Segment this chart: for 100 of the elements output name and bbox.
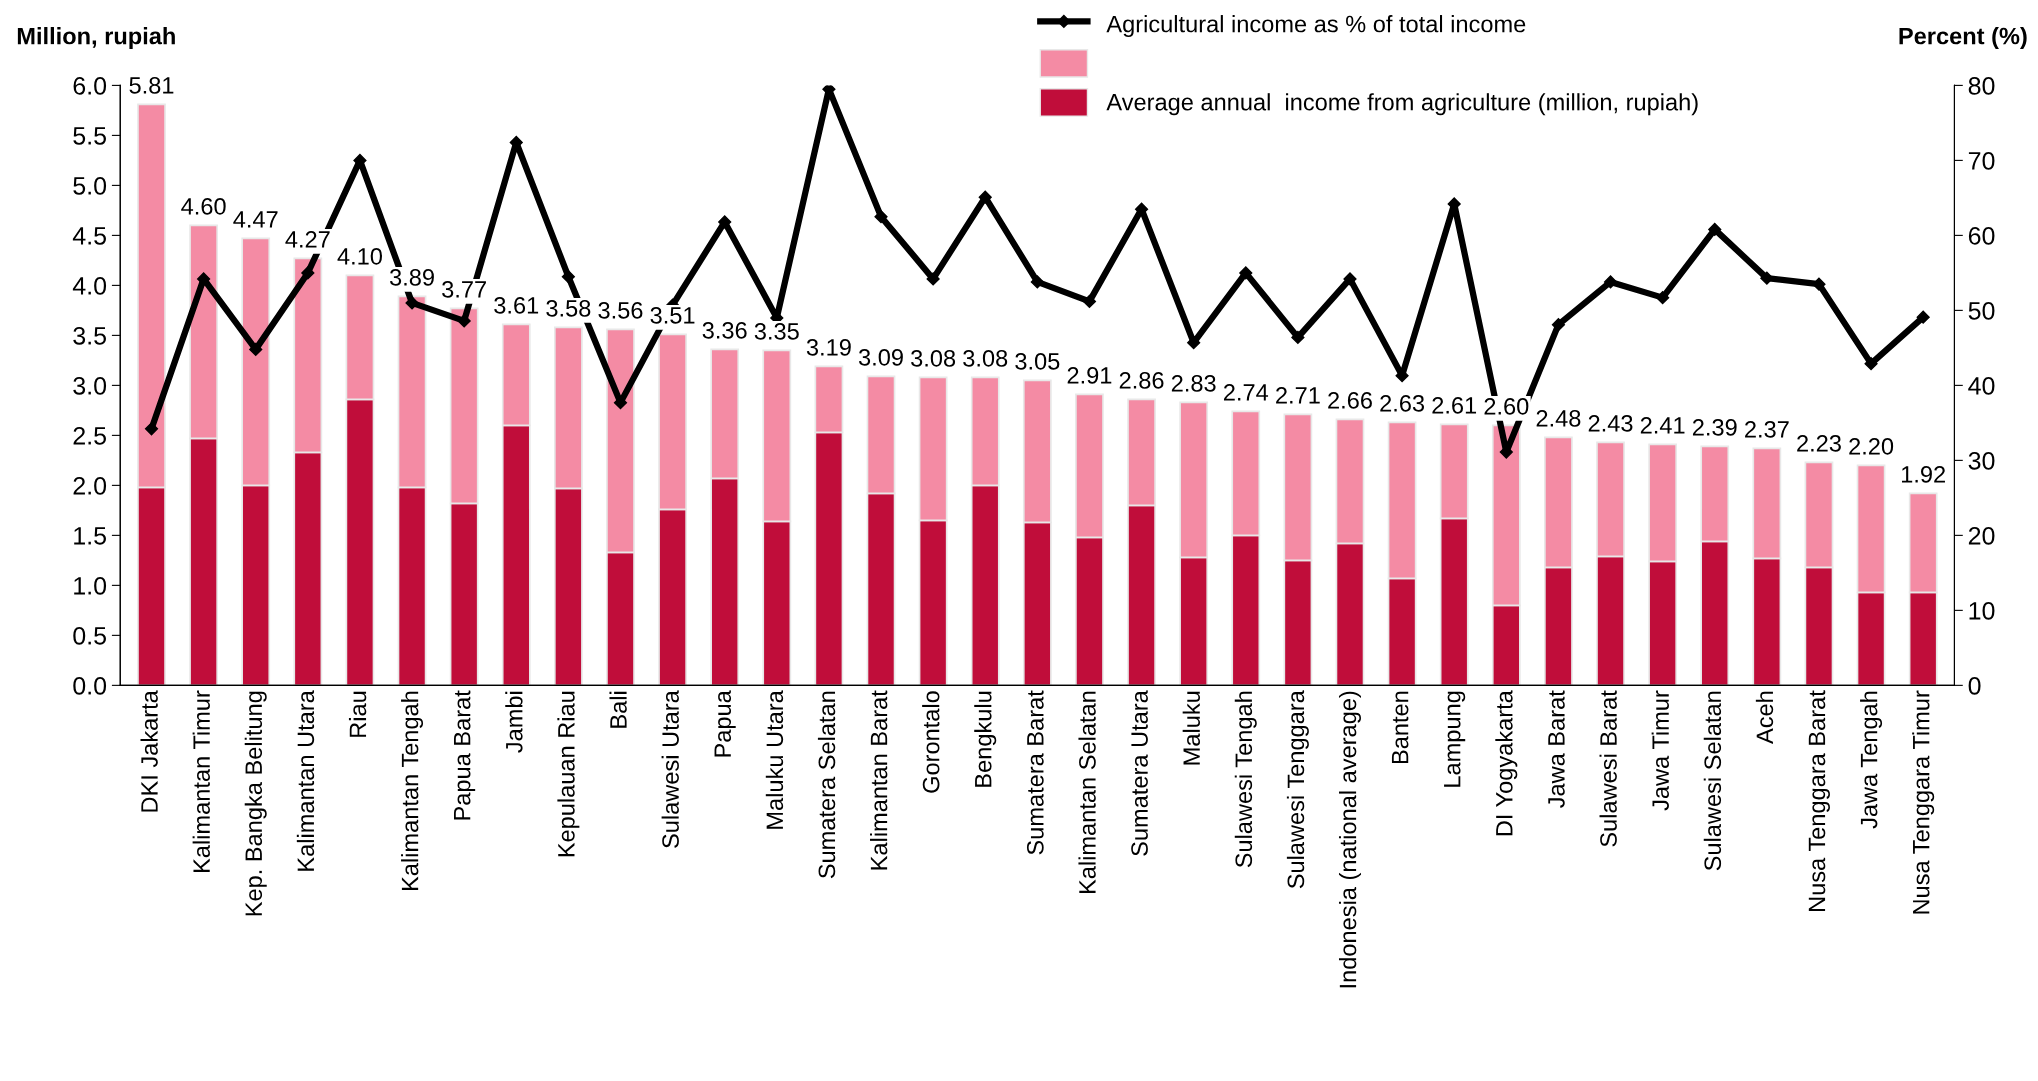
total-label: 3.51	[650, 306, 695, 324]
total-label: 2.43	[1588, 414, 1633, 432]
x-tick-label: Jawa Barat	[1548, 690, 1565, 808]
x-tick-label: Sulawesi Tenggara	[1286, 690, 1309, 889]
x-tick-label: Jambi	[505, 691, 523, 753]
total-label: 3.09	[858, 348, 903, 366]
x-tick-label: Maluku	[1182, 691, 1200, 765]
total-label: 4.60	[181, 198, 226, 215]
y-tick-label: 4.5	[72, 227, 106, 245]
total-label: 2.83	[1171, 374, 1216, 392]
x-tick-label: Sulawesi Barat	[1599, 690, 1617, 847]
legend-label: Average annual income from agriculture (million, rupiah)	[1106, 93, 1698, 116]
x-tick-label: Bengkulu	[974, 691, 997, 787]
y-tick-label: 6.0	[73, 77, 107, 95]
total-label: 2.63	[1380, 394, 1425, 412]
point	[1082, 294, 1097, 308]
point	[1760, 271, 1774, 285]
total-label: 3.61	[494, 297, 539, 314]
total-label: 2.61	[1432, 396, 1477, 414]
x-tick-label: Sumatera Barat	[1026, 690, 1044, 855]
point	[1551, 318, 1566, 332]
total-label: 3.19	[806, 338, 851, 356]
total-label: 3.05	[1015, 352, 1060, 370]
point	[926, 272, 940, 286]
x-tick-label: Kepulauan Riau	[557, 691, 580, 857]
y-tick-label: 2.0	[73, 476, 107, 495]
total-label: 2.41	[1640, 416, 1685, 434]
y-tick-label: 3.0	[73, 376, 107, 395]
total-label: 3.35	[754, 322, 799, 340]
x-tick-label: Papua	[714, 690, 736, 757]
x-tick-label: Kalimantan Barat	[870, 690, 888, 870]
y-tick-label: 2.5	[73, 426, 106, 445]
y2-tick-label: 80	[1968, 77, 1995, 95]
point	[978, 190, 992, 204]
total-label: 2.23	[1797, 434, 1841, 452]
total-label: 3.08	[963, 349, 1008, 367]
x-tick-label: Indonesia (national average)	[1338, 691, 1361, 988]
y2-tick-label: 10	[1969, 601, 1995, 620]
point	[144, 422, 159, 436]
point	[1864, 357, 1878, 371]
y2-tick-label: 20	[1968, 526, 1995, 545]
total-label: 4.47	[233, 211, 278, 228]
point	[249, 342, 263, 356]
total-label: 3.58	[546, 299, 591, 317]
y-tick-label: 0.0	[73, 676, 107, 695]
x-tick-label: Sulawesi Selatan	[1703, 691, 1722, 871]
total-label: 2.66	[1328, 391, 1372, 409]
total-label: 3.08	[911, 349, 956, 367]
point	[1708, 222, 1722, 236]
x-tick-label: Kalimantan Utara	[296, 690, 315, 871]
x-tick-label: Sulawesi Utara	[661, 690, 679, 848]
total-label: 1.92	[1902, 465, 1945, 483]
x-tick-label: Maluku Utara	[765, 690, 784, 829]
total-label: 4.27	[285, 231, 330, 248]
point	[561, 270, 575, 284]
y-tick-label: 1.5	[74, 527, 106, 545]
point	[1812, 277, 1826, 291]
total-label: 3.89	[389, 269, 434, 286]
total-label: 2.60	[1484, 397, 1529, 415]
x-tick-label: Nusa Tenggara Barat	[1808, 690, 1830, 911]
point	[301, 266, 315, 280]
point	[1030, 275, 1044, 289]
point	[1656, 291, 1670, 305]
y2-tick-label: 40	[1968, 376, 1995, 395]
point	[874, 210, 888, 224]
total-label: 2.86	[1119, 371, 1164, 389]
y2-tick-label: 30	[1968, 451, 1995, 470]
total-label: 5.81	[129, 77, 174, 94]
total-label: 4.10	[337, 248, 382, 265]
x-tick-label: Nusa Tenggara Timur	[1912, 690, 1935, 914]
x-tick-label: Papua Barat	[454, 690, 476, 820]
total-label: 3.56	[598, 301, 643, 319]
x-tick-label: Jawa Timur	[1651, 690, 1669, 811]
point	[1343, 272, 1357, 286]
x-tick-label: Sumatera Selatan	[817, 691, 836, 879]
x-tick-label: Jawa Tengah	[1860, 691, 1883, 829]
total-label: 3.77	[442, 281, 486, 298]
y2-axis-title: Percent (%)	[1899, 27, 2027, 50]
y-tick-label: 0.5	[73, 626, 106, 645]
x-tick-label: Bali	[609, 691, 627, 728]
x-tick-label: DI Yogyakarta	[1495, 690, 1518, 836]
y-tick-label: 1.0	[74, 576, 107, 595]
total-label: 2.39	[1692, 418, 1737, 436]
y2-tick-label: 0	[1968, 676, 1981, 695]
total-label: 2.37	[1745, 420, 1789, 438]
y-tick-label: 5.5	[73, 127, 106, 145]
y-tick-label: 3.5	[73, 326, 106, 345]
point	[457, 314, 471, 328]
x-tick-label: Lampung	[1444, 691, 1466, 787]
x-tick-label: Gorontalo	[922, 691, 940, 793]
x-tick-label: Kalimantan Selatan	[1078, 691, 1096, 894]
point	[718, 215, 732, 229]
y-axis-title: Million, rupiah	[17, 27, 175, 50]
x-tick-label: Kalimantan Tengah	[401, 691, 424, 890]
x-tick-label: Sulawesi Tengah	[1234, 691, 1257, 868]
point	[1916, 310, 1930, 324]
total-label: 2.20	[1849, 437, 1894, 455]
x-tick-label: Riau	[348, 691, 367, 737]
point	[405, 296, 419, 310]
total-label: 2.91	[1067, 366, 1112, 384]
